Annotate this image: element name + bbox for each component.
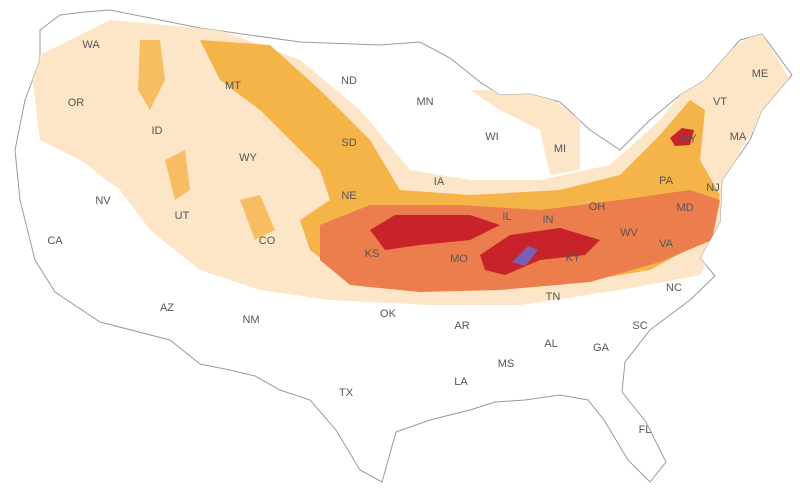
state-label: PA bbox=[659, 175, 674, 187]
state-label: WV bbox=[620, 227, 638, 239]
zone-light-mi bbox=[470, 90, 580, 175]
state-label: AL bbox=[544, 338, 557, 350]
state-label: UT bbox=[175, 210, 190, 222]
state-label: MD bbox=[676, 202, 693, 214]
state-label: SD bbox=[341, 137, 356, 149]
state-label: OR bbox=[68, 97, 85, 109]
state-label: LA bbox=[454, 376, 468, 388]
state-label: SC bbox=[632, 320, 647, 332]
state-label: ID bbox=[152, 125, 163, 137]
state-label: ME bbox=[752, 68, 769, 80]
state-label: AZ bbox=[160, 302, 174, 314]
zone-red-east bbox=[480, 228, 600, 275]
state-label: OH bbox=[589, 201, 606, 213]
state-label: CO bbox=[259, 235, 276, 247]
state-label: NC bbox=[666, 282, 682, 294]
state-label: KS bbox=[365, 248, 380, 260]
state-label: MA bbox=[730, 131, 747, 143]
state-label: GA bbox=[593, 342, 610, 354]
state-label: ND bbox=[341, 75, 357, 87]
state-label: TX bbox=[339, 387, 354, 399]
state-label: IN bbox=[543, 214, 554, 226]
state-label: VA bbox=[659, 238, 674, 250]
state-label: MT bbox=[225, 80, 241, 92]
state-label: VT bbox=[713, 96, 727, 108]
state-label: WI bbox=[485, 131, 498, 143]
state-label: MN bbox=[416, 96, 433, 108]
state-label: MO bbox=[450, 253, 468, 265]
state-labels: WA OR ID MT ND MN WI MI VT ME NY MA WY S… bbox=[47, 39, 768, 436]
state-label: IL bbox=[502, 211, 511, 223]
zone-purple bbox=[512, 246, 538, 266]
state-label: AR bbox=[454, 320, 469, 332]
zone-red-ny bbox=[670, 128, 694, 146]
heat-zones bbox=[30, 20, 790, 305]
state-label: TN bbox=[546, 291, 561, 303]
state-label: MI bbox=[554, 143, 566, 155]
state-label: MS bbox=[498, 358, 515, 370]
zone-rockies bbox=[138, 40, 275, 240]
state-label: WA bbox=[82, 39, 100, 51]
state-label: WY bbox=[239, 152, 257, 164]
state-label: KY bbox=[566, 252, 581, 264]
zone-red-west bbox=[370, 215, 500, 250]
state-label: NE bbox=[341, 190, 356, 202]
state-label: OK bbox=[380, 308, 397, 320]
state-label: FL bbox=[639, 424, 652, 436]
state-label: CA bbox=[47, 235, 63, 247]
state-label: IA bbox=[434, 176, 445, 188]
state-label: NM bbox=[242, 314, 259, 326]
state-label: NJ bbox=[706, 182, 719, 194]
state-label: NY bbox=[681, 133, 697, 145]
state-label: NV bbox=[95, 195, 111, 207]
